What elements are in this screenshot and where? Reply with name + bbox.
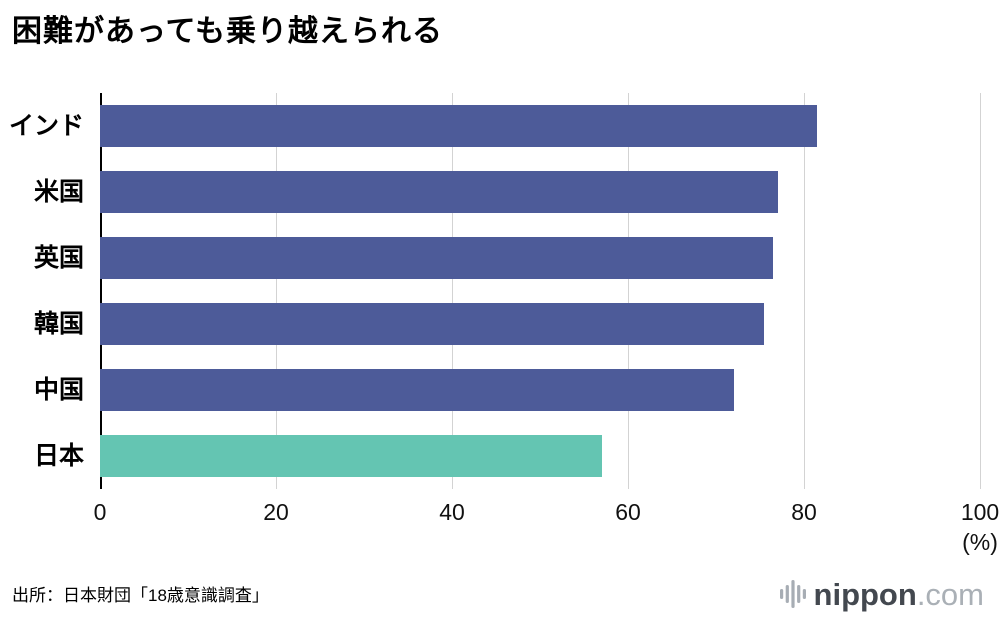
nippon-logo-text: nippon — [813, 576, 917, 612]
bars: インド米国英国韓国中国日本 — [9, 93, 980, 489]
bar-chart: インド米国英国韓国中国日本 (%) 0 20 40 60 80 100 — [9, 93, 999, 555]
x-axis-tick-label: 100 — [960, 499, 1000, 525]
y-axis-label: 韓国 — [33, 309, 84, 338]
x-axis-tick-label: 60 — [615, 499, 641, 525]
source-note: 出所：日本財団「18歳意識調査」 — [12, 586, 269, 605]
bar-row: 英国 — [34, 225, 980, 291]
nippon-logo-suffix: .com — [916, 576, 984, 612]
bar — [100, 303, 765, 345]
x-axis-tick-label: 80 — [791, 499, 817, 525]
y-axis-label: 英国 — [33, 243, 84, 272]
bar — [100, 435, 602, 477]
bar — [100, 171, 778, 213]
y-axis-line — [100, 93, 102, 489]
bar — [100, 105, 818, 147]
y-axis-label: 米国 — [33, 177, 84, 206]
nippon-logo-bars-icon — [779, 580, 806, 608]
bar-row: 日本 — [34, 423, 980, 489]
y-axis-label: インド — [8, 111, 84, 140]
gridline — [452, 93, 453, 489]
x-axis: (%) 0 20 40 60 80 100 — [94, 489, 1000, 559]
gridline — [628, 93, 629, 489]
gridline — [276, 93, 277, 489]
x-axis-tick-label: 0 — [93, 499, 107, 525]
bar — [100, 369, 734, 411]
gridlines — [100, 93, 981, 489]
y-axis-label: 日本 — [33, 441, 84, 470]
y-axis-label: 中国 — [33, 375, 84, 404]
x-axis-tick-label: 40 — [439, 499, 465, 525]
chart-title: 困難があっても乗り越えられる — [12, 15, 443, 48]
x-axis-unit-label: (%) — [962, 529, 998, 555]
gridline — [980, 93, 981, 489]
bar-row: 米国 — [34, 159, 980, 225]
x-axis-tick-label: 20 — [263, 499, 289, 525]
nippon-com-logo: nippon .com — [779, 576, 984, 612]
bar — [100, 237, 774, 279]
bar-row: 中国 — [34, 357, 980, 423]
bar-row: 韓国 — [34, 291, 980, 357]
bar-row: インド — [9, 93, 980, 159]
gridline — [804, 93, 805, 489]
